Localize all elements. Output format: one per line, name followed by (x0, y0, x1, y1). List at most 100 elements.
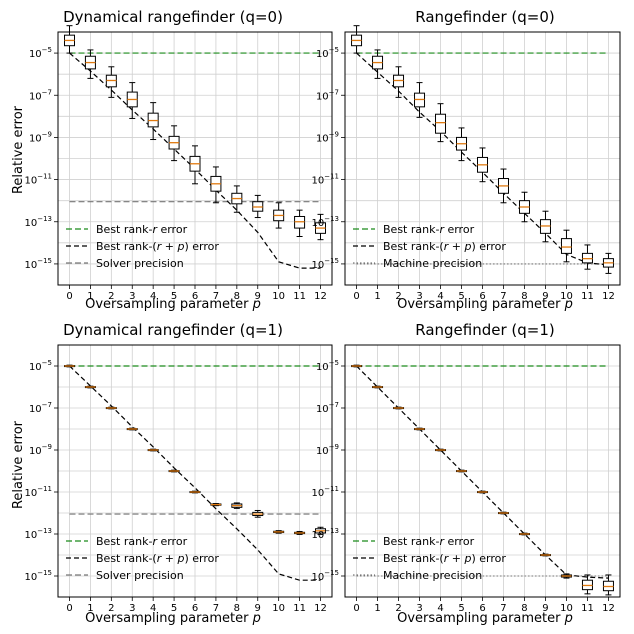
box-4 (435, 103, 447, 143)
axes-frame (344, 31, 621, 286)
box-11 (294, 530, 306, 535)
x-tick-label: 9 (542, 291, 548, 302)
box-12 (314, 526, 326, 535)
box-7 (210, 166, 222, 204)
y-tick-label: 10−9 (316, 130, 339, 144)
x-tick-label: 10 (560, 291, 573, 302)
box-0 (64, 25, 76, 54)
panel-title: Dynamical rangefinder (q=1) (63, 321, 283, 339)
box-7 (210, 503, 222, 507)
legend-label: Best rank-(r + p) error (96, 240, 219, 253)
box-7 (497, 168, 509, 204)
panel-rangefinder-q1: Rangefinder (q=1) Oversampling parameter… (311, 321, 621, 626)
legend-best-rank-r: Best rank-r error (66, 535, 188, 548)
legend-label: Best rank-r error (383, 223, 475, 236)
box-6 (477, 147, 488, 183)
box-8 (518, 532, 530, 536)
x-axis-label: Oversampling parameter p (85, 297, 261, 312)
legend-reference: Solver precision (66, 569, 184, 582)
box-10 (273, 530, 285, 534)
y-tick-label: 10−5 (316, 46, 339, 60)
panel-dynamical-q1: Dynamical rangefinder (q=1) Relative err… (11, 321, 333, 626)
y-tick-label: 10−11 (311, 173, 339, 187)
box-6 (189, 145, 201, 185)
x-tick-label: 2 (395, 603, 401, 614)
box-1 (372, 385, 384, 389)
x-tick-label: 11 (293, 291, 306, 302)
legend-best-rank-r: Best rank-r error (353, 223, 475, 236)
x-tick-label: 12 (314, 291, 327, 302)
axes-frame (57, 344, 333, 598)
legend-reference: Machine precision (353, 569, 482, 582)
x-tick-label: 5 (171, 291, 177, 302)
legend-reference: Solver precision (66, 257, 184, 270)
y-tick-label: 10−9 (29, 443, 52, 457)
box-body (560, 238, 572, 254)
x-tick-label: 3 (129, 291, 135, 302)
x-tick-label: 6 (479, 603, 485, 614)
legend-label: Best rank-(r + p) error (383, 240, 506, 253)
box-6 (477, 490, 488, 494)
box-2 (105, 66, 117, 98)
x-tick-label: 2 (108, 291, 114, 302)
box-9 (252, 509, 264, 518)
box-10 (273, 202, 285, 229)
box-1 (372, 49, 384, 79)
box-11 (581, 244, 593, 270)
x-tick-label: 0 (66, 291, 72, 302)
x-tick-label: 12 (602, 291, 615, 302)
legend-label: Best rank-(r + p) error (383, 552, 506, 565)
x-tick-label: 8 (521, 603, 527, 614)
x-tick-label: 4 (150, 291, 156, 302)
best-rank-rp-line (69, 365, 321, 581)
y-tick-label: 10−9 (316, 443, 339, 457)
box-7 (497, 511, 509, 515)
y-tick-label: 10−7 (316, 401, 339, 415)
x-tick-label: 3 (129, 603, 135, 614)
x-tick-label: 8 (521, 291, 527, 302)
box-5 (168, 125, 180, 162)
box-4 (147, 448, 159, 452)
y-tick-label: 10−15 (24, 569, 52, 583)
x-tick-label: 3 (416, 603, 422, 614)
y-tick-label: 10−11 (24, 485, 52, 499)
x-tick-label: 11 (581, 603, 594, 614)
box-5 (456, 469, 468, 473)
box-6 (189, 490, 201, 494)
box-10 (560, 573, 572, 579)
x-tick-label: 12 (314, 603, 327, 614)
panel-title: Rangefinder (q=1) (415, 321, 555, 339)
y-tick-label: 10−7 (316, 88, 339, 102)
x-tick-label: 1 (374, 603, 380, 614)
box-0 (351, 25, 363, 54)
box-3 (414, 82, 426, 118)
box-9 (539, 210, 551, 243)
x-axis-label: Oversampling parameter p (397, 297, 573, 312)
box-2 (393, 406, 405, 410)
x-tick-label: 6 (479, 291, 485, 302)
box-10 (560, 229, 572, 263)
box-0 (64, 364, 76, 368)
x-tick-label: 10 (272, 291, 285, 302)
box-12 (602, 574, 614, 596)
box-8 (231, 185, 243, 213)
y-tick-label: 10−11 (24, 173, 52, 187)
box-11 (581, 574, 593, 595)
panel-rangefinder-q0: Rangefinder (q=0) Oversampling parameter… (311, 8, 621, 312)
box-9 (539, 553, 551, 557)
legend-label: Best rank-r error (96, 535, 188, 548)
panel-title: Dynamical rangefinder (q=0) (63, 8, 283, 26)
box-2 (393, 66, 405, 98)
x-tick-label: 1 (87, 603, 93, 614)
box-8 (231, 502, 243, 509)
x-tick-label: 5 (458, 291, 464, 302)
y-tick-label: 10−13 (311, 527, 339, 541)
y-tick-label: 10−7 (29, 401, 52, 415)
y-tick-label: 10−5 (29, 46, 52, 60)
x-tick-label: 3 (416, 291, 422, 302)
box-3 (414, 427, 426, 431)
x-tick-label: 2 (108, 603, 114, 614)
box-body (435, 113, 447, 134)
legend-best-rank-rp: Best rank-(r + p) error (353, 240, 506, 253)
